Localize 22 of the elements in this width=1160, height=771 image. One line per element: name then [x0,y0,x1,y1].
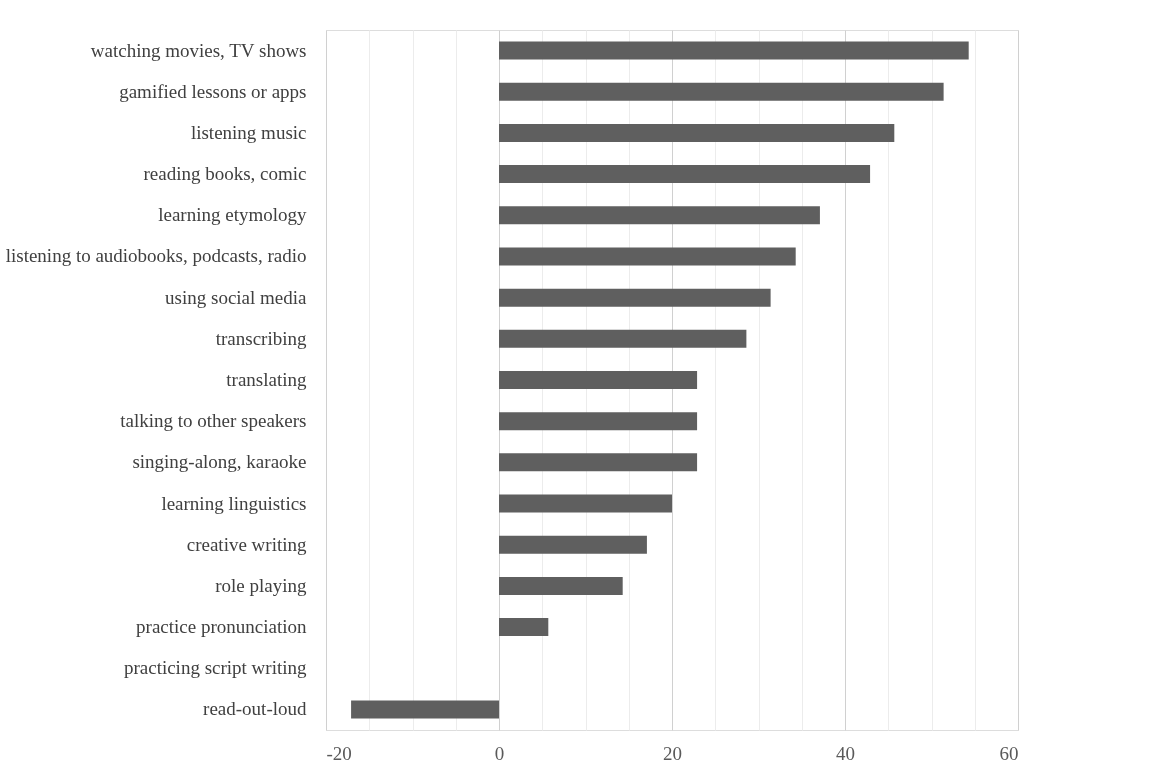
y-tick-label: practicing script writing [123,657,307,679]
y-tick-label: reading books, comic [143,163,307,185]
y-tick-label: singing-along, karaoke [132,451,307,473]
y-tick-label: listening music [190,121,307,143]
y-tick-label: creative writing [186,533,307,555]
y-tick-label: role playing [215,574,307,596]
y-tick-label: gamified lessons or apps [119,80,307,102]
y-tick-label: translating [226,369,307,390]
y-tick-label: practice pronunciation [136,616,307,638]
y-tick-label: read-out-loud [203,698,307,720]
x-tick-label: 60 [999,742,1019,764]
y-tick-label: transcribing [215,327,307,349]
x-tick-label: 0 [494,742,505,764]
y-tick-label: learning etymology [158,204,307,226]
x-tick-label: 40 [836,742,855,764]
y-tick-label: using social media [165,286,308,308]
y-tick-label: talking to other speakers [120,410,307,432]
y-tick-label: listening to audiobooks, podcasts, radio [5,245,307,267]
x-tick-label: 20 [663,742,682,764]
y-tick-label: watching movies, TV shows [90,39,307,61]
x-tick-label: -20 [326,742,352,764]
y-tick-label: learning linguistics [161,492,307,514]
